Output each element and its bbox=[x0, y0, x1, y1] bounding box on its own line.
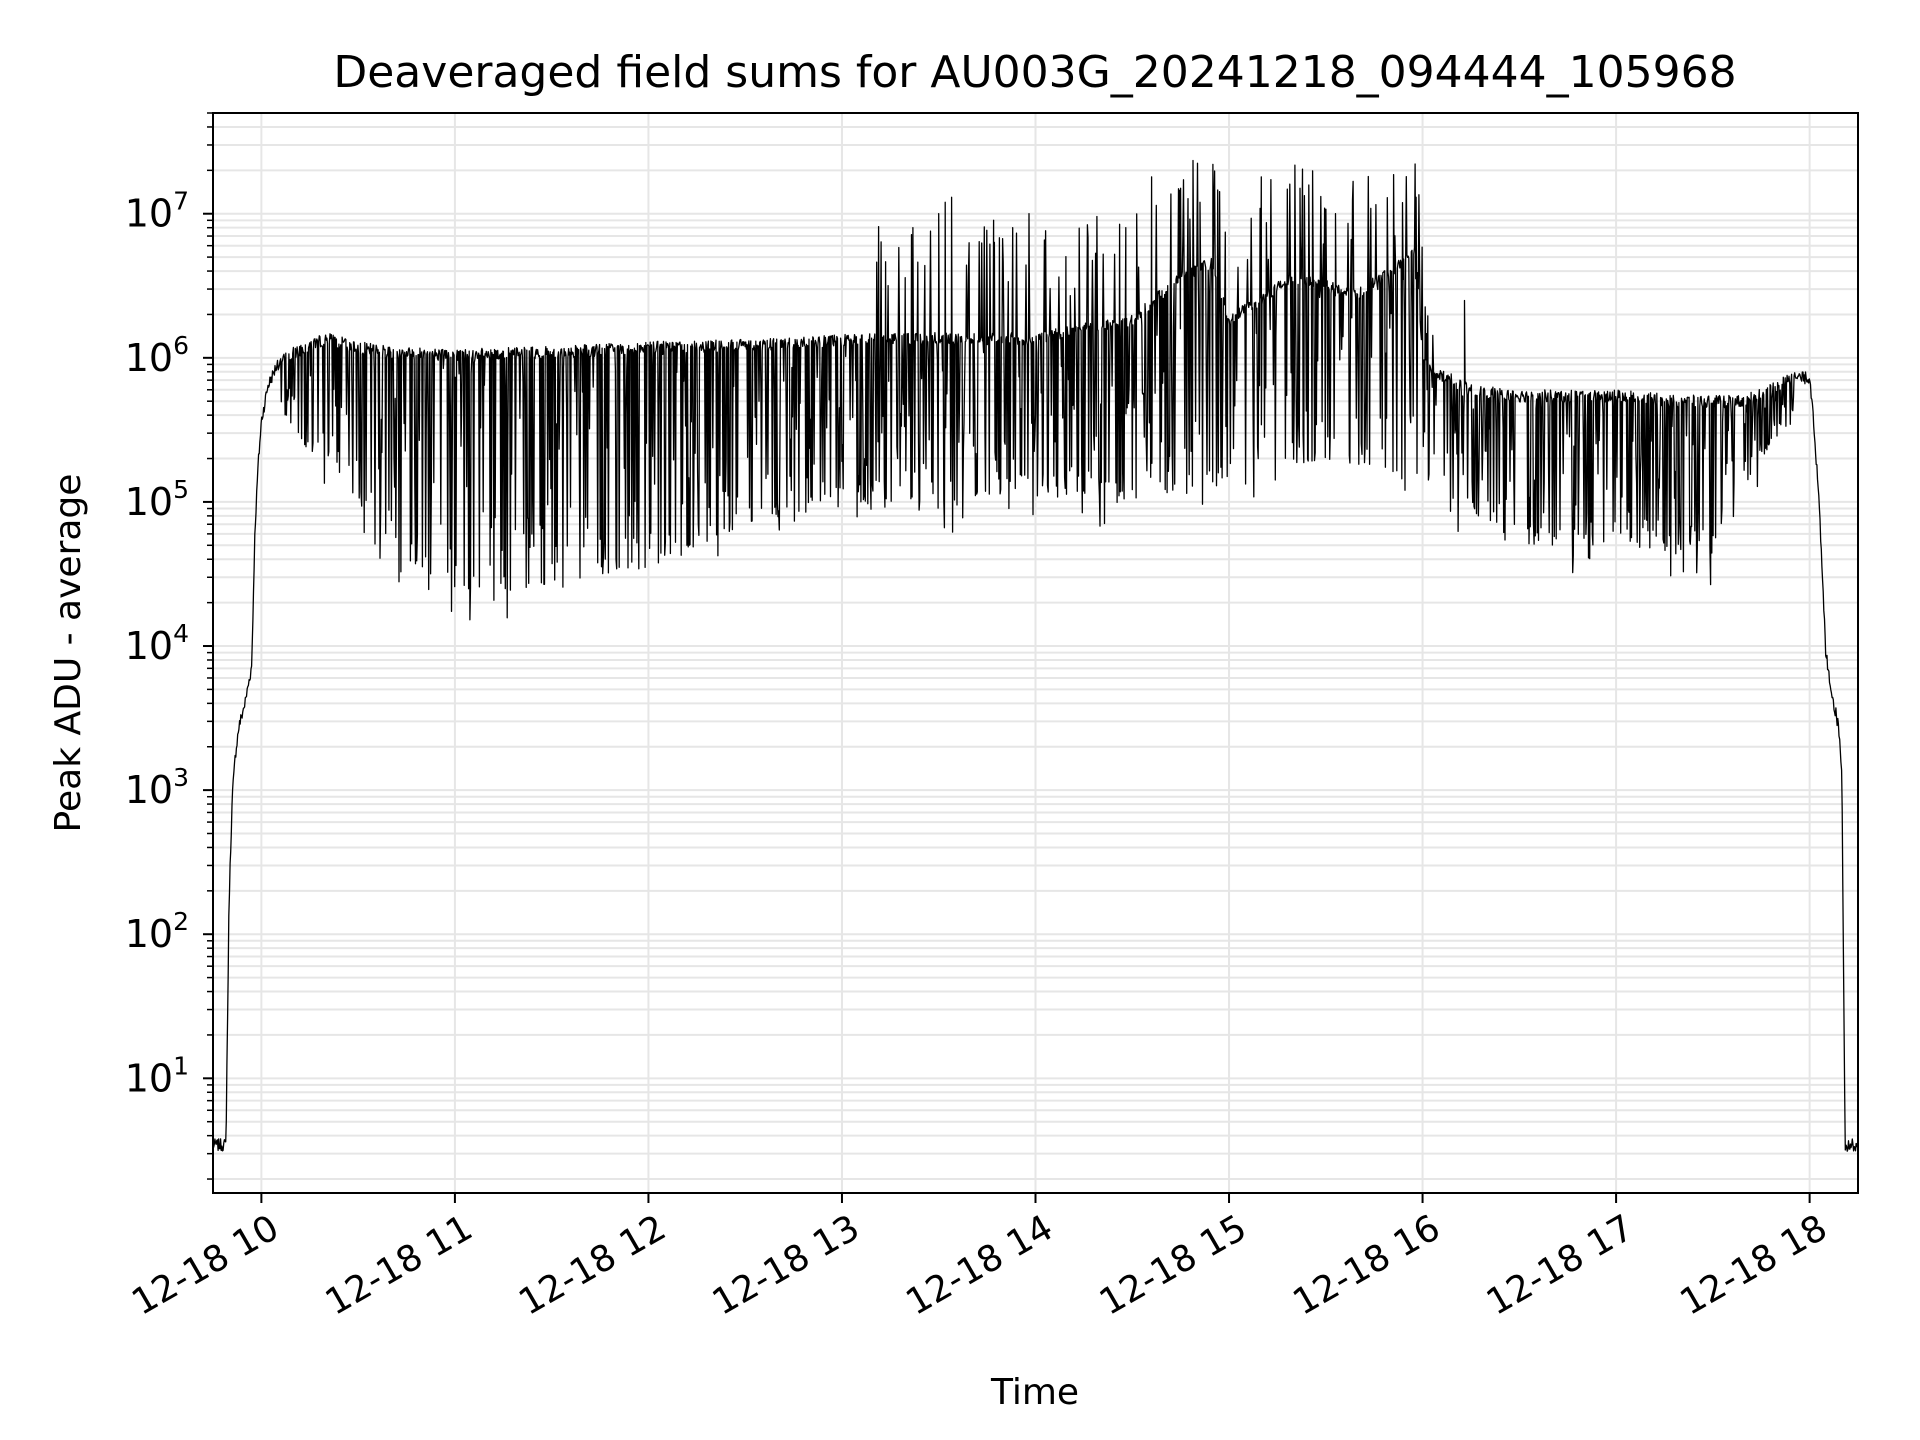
y-tick-label: 105 bbox=[125, 475, 189, 524]
y-axis: 101 102 103 104 105 106 107 bbox=[125, 112, 213, 1180]
chart-title: Deaveraged field sums for AU003G_2024121… bbox=[333, 47, 1736, 98]
series-group bbox=[212, 159, 1859, 1152]
y-tick-label: 106 bbox=[125, 331, 189, 380]
y-tick-label: 101 bbox=[125, 1051, 189, 1100]
y-axis-label: Peak ADU - average bbox=[48, 474, 89, 833]
y-tick-label: 107 bbox=[125, 187, 189, 236]
plot-area bbox=[212, 112, 1859, 1194]
y-tick-label: 103 bbox=[125, 763, 189, 812]
y-tick-label: 104 bbox=[125, 619, 189, 668]
x-axis-label: Time bbox=[990, 1372, 1079, 1413]
y-tick-label: 102 bbox=[125, 907, 189, 956]
series-line bbox=[212, 159, 1859, 1152]
